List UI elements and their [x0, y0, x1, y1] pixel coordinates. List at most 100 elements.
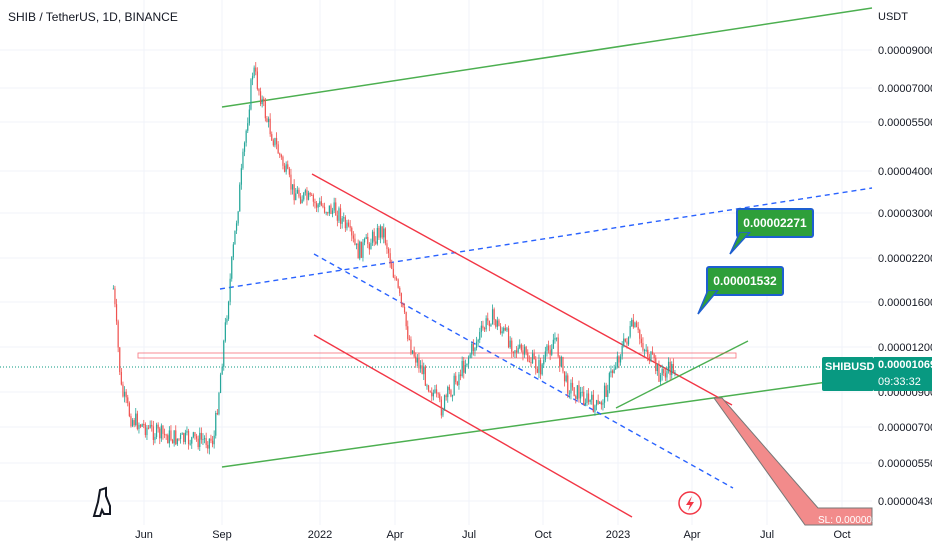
candle-body: [138, 424, 140, 429]
candle-body: [456, 381, 458, 385]
candle-body: [674, 372, 676, 374]
price-tick-label: 0.00001600: [878, 297, 932, 309]
candle-body: [535, 359, 537, 369]
candle-body: [143, 424, 145, 426]
candle-body: [331, 210, 334, 214]
candle-body: [624, 338, 626, 342]
candle-body: [651, 351, 654, 355]
candle-body: [482, 325, 484, 329]
candle-body: [504, 327, 506, 331]
candle-body: [578, 385, 580, 399]
candle-body: [544, 351, 546, 361]
candle-body: [160, 425, 162, 439]
candle-body: [562, 356, 564, 372]
tradingview-logo-icon: [92, 486, 111, 517]
candle-body: [634, 322, 636, 328]
candle-body: [466, 363, 468, 366]
candle-body: [426, 385, 428, 387]
candle-body: [299, 196, 302, 204]
candle-body: [229, 278, 231, 302]
callout-target-2[interactable]: 0.00001532: [706, 266, 784, 296]
candle-body: [178, 438, 180, 440]
candle-body: [147, 427, 150, 429]
candle-body: [384, 228, 386, 244]
candle-body: [400, 293, 402, 304]
time-tick-label: Oct: [833, 529, 850, 541]
lightning-icon[interactable]: [678, 491, 702, 515]
candle-body: [155, 424, 158, 437]
candle-body: [487, 318, 489, 321]
candle-body: [632, 319, 634, 328]
candle-body: [370, 242, 372, 250]
candle-body: [536, 368, 538, 373]
candle-body: [328, 205, 330, 214]
candle-body: [211, 440, 214, 445]
candle-body: [139, 424, 142, 427]
candle-body: [128, 403, 130, 417]
chart-title: SHIB / TetherUS, 1D, BINANCE: [8, 10, 178, 24]
price-tick-label: 0.00000700: [878, 422, 932, 434]
green-wedge-line: [615, 340, 749, 409]
candle-body: [554, 337, 556, 340]
candle-body: [442, 409, 444, 416]
candle-body: [386, 243, 388, 249]
candle-body: [272, 140, 274, 146]
candle-body: [176, 438, 178, 445]
callout-pointer-1: [729, 232, 752, 255]
candle-body: [503, 327, 505, 332]
candle-body: [509, 340, 511, 348]
candle-body: [383, 228, 385, 238]
candle-body: [391, 263, 393, 269]
candle-body: [277, 144, 279, 154]
candle-body: [610, 370, 612, 374]
candle-body: [312, 195, 314, 202]
candle-body: [223, 340, 225, 367]
candle-body: [507, 328, 510, 348]
candle-body: [363, 238, 366, 243]
candle-body: [115, 304, 118, 322]
candle-body: [120, 372, 122, 385]
candle-body: [338, 208, 340, 221]
candle-body: [227, 301, 230, 319]
green-support-line: [221, 375, 871, 468]
candle-body: [187, 430, 190, 445]
candle-body: [626, 341, 628, 345]
countdown-tag: 09:33:32: [874, 374, 932, 391]
candle-body: [411, 350, 414, 354]
candle-body: [637, 327, 639, 330]
candle-body: [207, 444, 209, 449]
candle-body: [627, 336, 630, 345]
candle-body: [573, 387, 575, 397]
candle-body: [447, 386, 449, 398]
candle-body: [549, 350, 551, 355]
red-lower-line: [313, 334, 633, 518]
candle-body: [648, 356, 650, 362]
candle-body: [202, 438, 204, 440]
candle-body: [616, 356, 618, 367]
candle-body: [450, 390, 452, 397]
candle-body: [565, 375, 567, 382]
candle-body: [419, 365, 422, 369]
blue-dashed-line: [219, 187, 873, 290]
candle-body: [394, 277, 396, 279]
candle-body: [653, 354, 655, 359]
trendlines: [0, 7, 873, 526]
candle-body: [218, 392, 220, 415]
candle-body: [327, 212, 329, 214]
candle-body: [307, 192, 310, 200]
candle-body: [266, 118, 268, 122]
candle-body: [275, 138, 278, 145]
candle-body: [357, 243, 359, 259]
candle-body: [298, 189, 300, 197]
candle-body: [640, 338, 642, 344]
candle-body: [336, 215, 338, 221]
candle-body: [458, 374, 460, 385]
candle-body: [594, 405, 596, 413]
resistance-zone: [137, 352, 737, 359]
candle-body: [251, 76, 254, 80]
candle-body: [597, 400, 599, 404]
candle-body: [522, 350, 524, 355]
candle-body: [133, 420, 135, 426]
candle-body: [432, 392, 434, 397]
